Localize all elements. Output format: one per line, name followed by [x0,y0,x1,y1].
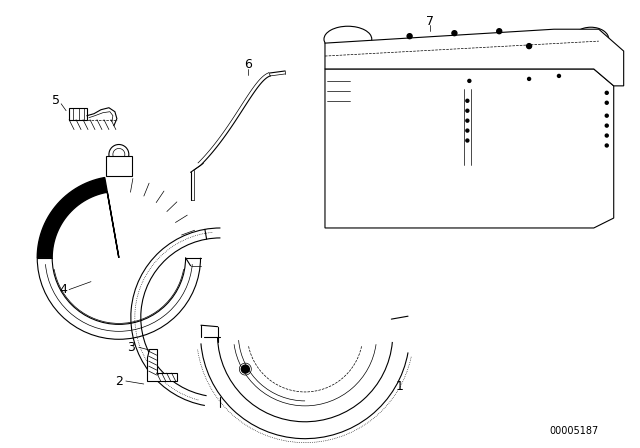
Polygon shape [37,177,119,258]
Circle shape [407,34,412,39]
Circle shape [605,134,608,137]
Circle shape [452,31,457,36]
Text: 6: 6 [244,59,252,72]
Polygon shape [325,29,623,86]
Circle shape [241,365,250,373]
Circle shape [605,144,608,147]
Circle shape [527,43,532,48]
Circle shape [557,74,561,78]
Circle shape [466,119,469,122]
Circle shape [527,78,531,80]
Circle shape [497,29,502,34]
Circle shape [468,79,471,82]
Circle shape [605,124,608,127]
Text: 7: 7 [426,15,433,28]
Circle shape [605,114,608,117]
Text: 4: 4 [59,283,67,296]
Polygon shape [147,349,177,381]
Text: 1: 1 [396,380,404,393]
Circle shape [605,101,608,104]
Polygon shape [69,108,87,120]
Text: 00005187: 00005187 [549,426,598,436]
Text: 5: 5 [52,94,60,107]
Circle shape [605,91,608,95]
Circle shape [466,109,469,112]
Text: 3: 3 [127,341,135,354]
Circle shape [466,139,469,142]
Text: 2: 2 [115,375,123,388]
Bar [106,156,132,177]
Circle shape [466,129,469,132]
Polygon shape [325,69,614,228]
Circle shape [466,99,469,102]
